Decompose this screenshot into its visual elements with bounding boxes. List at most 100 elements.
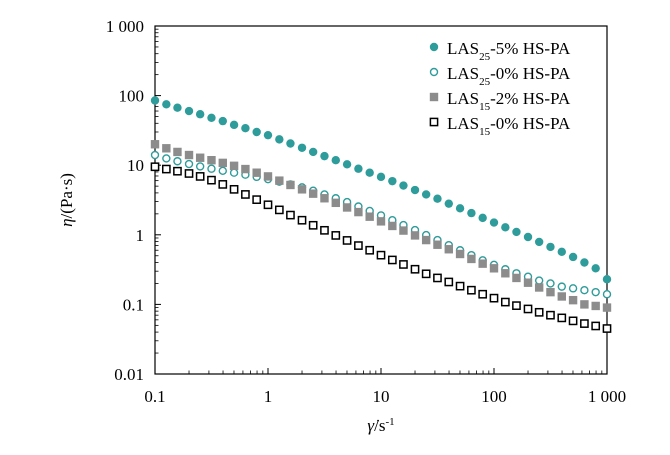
data-point: [534, 283, 544, 292]
data-point: [252, 168, 261, 177]
data-point: [263, 200, 273, 210]
data-point: [308, 220, 318, 230]
data-point: [523, 278, 533, 287]
data-point: [331, 231, 341, 240]
data-point: [331, 155, 340, 165]
data-point: [354, 207, 363, 217]
data-point: [229, 168, 239, 177]
data-point: [320, 194, 329, 203]
data-point: [331, 198, 340, 208]
y-axis-ticks: 0.01 0.1 1 10 100 1 000: [106, 17, 161, 384]
data-point: [365, 212, 374, 221]
data-point: [320, 225, 329, 235]
x-tick-label: 0.1: [144, 387, 165, 406]
legend-label: LAS25-0% HS-PA: [447, 64, 571, 88]
data-point: [500, 297, 510, 307]
data-point: [342, 160, 352, 169]
data-point: [512, 227, 521, 237]
data-point: [173, 147, 182, 157]
data-point: [274, 205, 284, 215]
data-point: [478, 289, 488, 299]
data-point: [478, 213, 487, 223]
data-point: [557, 247, 566, 256]
data-point: [602, 303, 612, 312]
data-point: [241, 190, 250, 199]
series-3: [150, 140, 612, 312]
data-point: [546, 287, 555, 297]
data-point: [478, 259, 487, 268]
data-point: [354, 164, 363, 173]
data-point: [297, 185, 307, 194]
data-point: [218, 166, 227, 176]
data-point: [512, 273, 521, 283]
data-point: [455, 281, 465, 291]
data-point: [591, 264, 600, 273]
data-point: [546, 310, 555, 320]
legend-item: LAS25-5% HS-PA: [429, 39, 571, 63]
data-point: [184, 150, 194, 160]
data-point: [184, 106, 194, 116]
data-point: [150, 96, 160, 105]
data-point: [444, 199, 453, 208]
data-point: [162, 144, 171, 153]
data-point: [173, 157, 182, 166]
data-point: [184, 169, 194, 178]
data-point: [410, 264, 420, 274]
legend-item: LAS25-0% HS-PA: [429, 64, 571, 88]
data-point: [455, 204, 465, 213]
data-point: [263, 172, 273, 181]
data-point: [229, 161, 239, 171]
data-point: [489, 218, 499, 227]
data-point: [399, 226, 408, 235]
y-tick-label: 10: [127, 156, 144, 175]
data-point: [388, 221, 397, 231]
data-point: [252, 195, 262, 204]
data-point: [467, 208, 476, 218]
data-point: [342, 203, 352, 212]
data-point: [376, 250, 386, 260]
data-point: [195, 162, 205, 171]
data-point: [421, 235, 431, 245]
data-point: [455, 249, 465, 259]
data-point: [207, 155, 216, 165]
data-point: [286, 210, 295, 220]
x-tick-label: 1 000: [588, 387, 626, 406]
data-point: [286, 180, 295, 190]
data-point: [308, 147, 318, 157]
y-tick-label: 0.01: [114, 365, 144, 384]
legend-label: LAS15-2% HS-PA: [447, 89, 571, 113]
data-point: [162, 100, 171, 109]
data-point: [410, 185, 420, 195]
data-point: [173, 103, 182, 112]
data-point: [523, 304, 533, 314]
data-point: [568, 295, 578, 305]
data-point: [534, 276, 544, 285]
data-point: [376, 172, 386, 182]
data-point: [568, 316, 578, 326]
data-point: [241, 124, 250, 133]
data-point: [534, 237, 544, 247]
data-point: [399, 260, 408, 269]
x-axis-title: γ̇/s-1: [367, 416, 394, 435]
data-point: [546, 279, 555, 288]
data-point: [275, 176, 284, 185]
data-point: [602, 290, 612, 299]
data-point: [580, 319, 589, 328]
data-point: [150, 140, 160, 149]
data-point: [534, 307, 544, 317]
legend-marker: [429, 67, 439, 77]
data-point: [195, 110, 205, 119]
data-point: [467, 254, 476, 264]
y-tick-label: 0.1: [123, 295, 144, 314]
data-point: [444, 245, 453, 254]
data-point: [523, 232, 533, 242]
data-point: [229, 184, 239, 194]
data-point: [602, 324, 612, 333]
data-point: [410, 231, 420, 240]
legend-marker: [429, 92, 439, 102]
data-point: [444, 277, 454, 287]
data-point: [388, 176, 397, 186]
data-point: [150, 162, 160, 172]
legend-label: LAS15-0% HS-PA: [447, 114, 571, 138]
